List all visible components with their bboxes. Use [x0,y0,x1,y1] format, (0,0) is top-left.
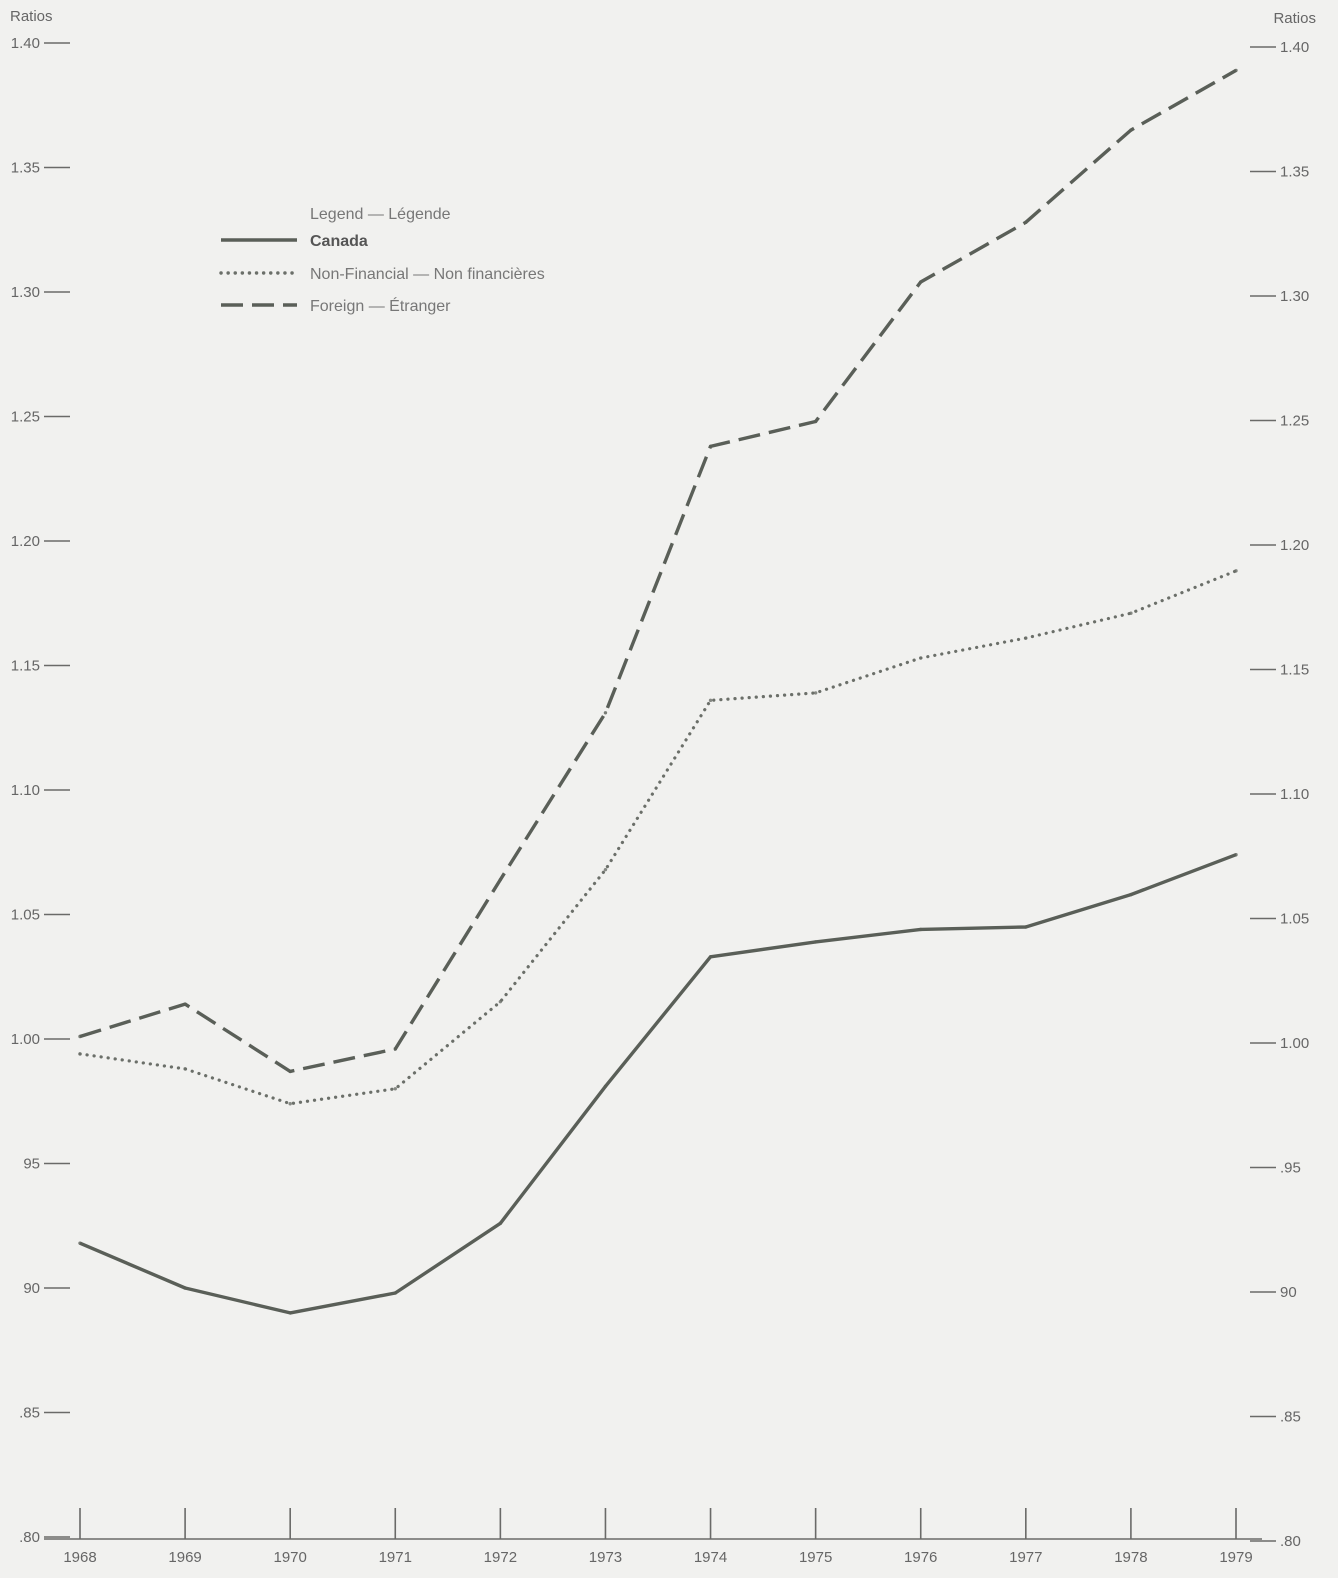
legend-title: Legend — Légende [310,206,451,223]
y-tick-label-right-1: 1.35 [1280,164,1309,181]
series-1-point-3 [393,1087,397,1091]
y-tick-label-right-2: 1.30 [1280,288,1309,305]
series-1-point-7 [813,691,818,695]
series-1-point-0 [78,1052,82,1056]
series-1-point-6 [708,698,713,703]
series-2-point-3 [393,1047,397,1051]
series-0-point-4 [498,1221,503,1225]
y-tick-label-left-1: 1.35 [11,160,40,177]
series-0-point-1 [183,1286,187,1290]
y-tick-label-left-4: 1.20 [11,533,40,550]
y-tick-label-right-4: 1.20 [1280,537,1309,554]
series-1-point-8 [919,656,923,660]
series-1-point-10 [1129,611,1133,615]
x-tick-label-4: 1972 [484,1549,517,1566]
x-tick-label-9: 1977 [1009,1549,1042,1566]
y-tick-label-left-12: .80 [19,1529,40,1546]
y-tick-label-right-7: 1.05 [1280,911,1309,928]
series-0-point-10 [1129,892,1133,897]
x-tick-label-5: 1973 [589,1549,622,1566]
series-0-point-3 [393,1291,397,1295]
series-0-point-11 [1234,853,1238,857]
series-0-point-6 [708,955,713,959]
y-tick-label-left-5: 1.15 [11,658,40,675]
y-tick-label-right-6: 1.10 [1280,786,1309,803]
y-tick-label-left-0: 1.40 [11,35,40,52]
series-1-point-9 [1024,636,1028,640]
y-tick-label-left-3: 1.25 [11,409,40,426]
y-tick-label-right-3: 1.25 [1280,413,1309,430]
x-tick-label-0: 1968 [63,1549,96,1566]
y-tick-label-left-10: 90 [23,1280,40,1297]
series-line-0 [79,853,1237,1315]
series-1-point-5 [603,867,608,872]
x-tick-label-10: 1978 [1114,1549,1147,1566]
y-tick-label-left-8: 1.00 [11,1031,40,1048]
series-1-point-11 [1234,569,1238,573]
y-tick-label-left-6: 1.10 [11,782,40,799]
x-tick-label-11: 1979 [1219,1549,1252,1566]
y-tick-label-right-8: 1.00 [1280,1035,1309,1052]
y-tick-label-left-7: 1.05 [11,907,40,924]
legend-label-2: Foreign — Étranger [310,296,451,315]
y-tick-label-right-9: .95 [1280,1160,1301,1177]
series-2-point-7 [813,419,818,424]
x-tick-label-2: 1970 [273,1549,306,1566]
y-axis-title-right: Ratios [1273,10,1316,27]
y-tick-label-right-5: 1.15 [1280,662,1309,679]
y-tick-label-right-10: 90 [1280,1284,1297,1301]
legend: Legend — Légende Canada Non-Financial — No… [219,206,545,315]
series-2-point-2 [288,1069,292,1074]
y-tick-label-right-12: .80 [1280,1533,1301,1550]
axes-layer: Ratios Ratios 1.40 1.35 1.30 1.25 1.20 1.15 1.10… [10,8,1316,1566]
series-0-point-7 [813,940,818,944]
series-0-point-0 [78,1241,82,1245]
series-2-point-4 [498,877,503,882]
y-tick-label-right-0: 1.40 [1280,39,1309,56]
legend-label-0: Canada [310,233,368,250]
y-tick-label-left-2: 1.30 [11,284,40,301]
x-tick-label-8: 1976 [904,1549,937,1566]
x-tick-label-1: 1969 [168,1549,201,1566]
series-layer [78,68,1238,1315]
legend-label-1: Non-Financial — Non financières [310,266,545,283]
y-tick-label-right-11: .85 [1280,1409,1301,1426]
x-tick-label-7: 1975 [799,1549,832,1566]
series-2-point-11 [1234,68,1238,73]
series-0-point-5 [603,1084,608,1089]
series-0-point-2 [288,1311,292,1315]
series-line-1 [78,569,1238,1106]
x-tick-label-3: 1971 [379,1549,412,1566]
series-2-point-0 [78,1034,82,1039]
series-2-point-5 [603,711,608,715]
series-0-point-8 [919,927,923,932]
series-1-point-2 [288,1102,292,1106]
y-tick-label-left-11: .85 [19,1405,40,1422]
series-2-point-9 [1024,220,1028,224]
x-tick-label-6: 1974 [694,1549,727,1566]
series-2-point-1 [183,1002,187,1006]
series-1-point-1 [183,1067,187,1071]
series-2-point-6 [708,444,713,449]
series-2-point-8 [919,280,923,284]
series-1-point-4 [498,999,503,1004]
series-0-point-9 [1024,925,1028,929]
y-tick-label-left-9: 95 [23,1156,40,1173]
y-axis-title-left: Ratios [10,8,53,25]
series-2-point-10 [1129,128,1133,132]
series-line-2 [79,68,1237,1074]
